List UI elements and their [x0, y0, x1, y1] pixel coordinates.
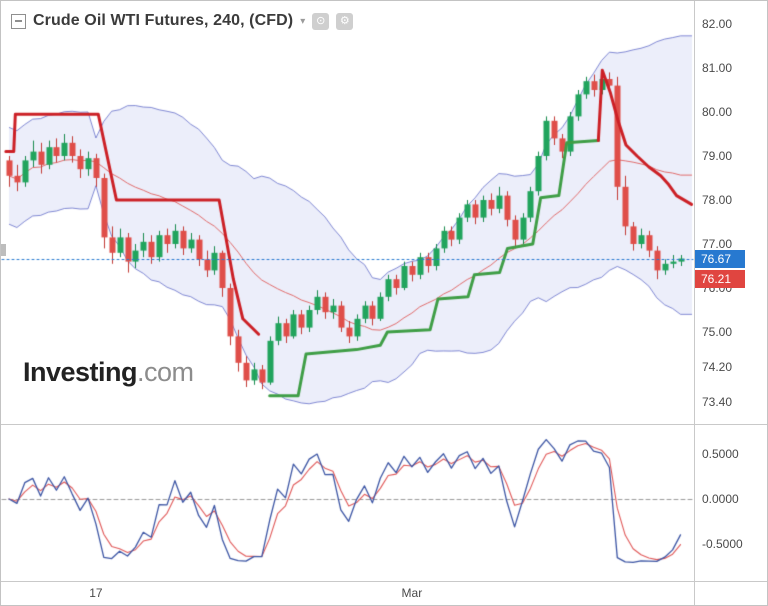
price-axis-label: 77.00 [702, 237, 733, 251]
price-axis-divider [694, 1, 695, 605]
chevron-down-icon[interactable]: ▾ [300, 15, 306, 27]
collapse-series-icon[interactable] [11, 13, 26, 29]
logo-text-bold: Investing [23, 357, 138, 387]
screenshot-icon[interactable]: ⊙ [312, 12, 330, 30]
minus-icon [15, 20, 22, 22]
chart-titlebar: Crude Oil WTI Futures, 240, (CFD) ▾ ⊙ ⚙ [11, 12, 354, 30]
oscillator-axis-label: 0.0000 [702, 492, 739, 506]
price-axis-label: 79.00 [702, 149, 733, 163]
logo-text-light: .com [137, 357, 194, 387]
indicator-price-badge: 76.21 [695, 269, 745, 288]
oscillator-axis-label: 0.5000 [702, 447, 739, 461]
price-axis-label: 73.40 [702, 395, 733, 410]
price-axis-label: 75.00 [702, 325, 733, 339]
pane-divider[interactable] [1, 424, 767, 425]
time-axis-label: Mar [401, 586, 423, 600]
price-axis-label: 80.00 [702, 105, 733, 119]
last-price-badge: 76.67 [695, 249, 745, 268]
investing-logo: Investing.com [23, 357, 194, 388]
oscillator-axis-label: -0.5000 [702, 537, 743, 551]
price-axis-label: 82.00 [702, 17, 733, 31]
price-axis-label: 81.00 [702, 61, 733, 75]
time-axis-label: 17 [89, 586, 103, 600]
price-axis-label: 74.20 [702, 360, 733, 375]
time-axis-divider [1, 581, 767, 582]
chart-title[interactable]: Crude Oil WTI Futures, 240, (CFD) [33, 12, 294, 29]
settings-icon[interactable]: ⚙ [336, 12, 354, 30]
price-axis-label: 78.00 [702, 193, 733, 207]
left-edge-marker [1, 244, 6, 256]
